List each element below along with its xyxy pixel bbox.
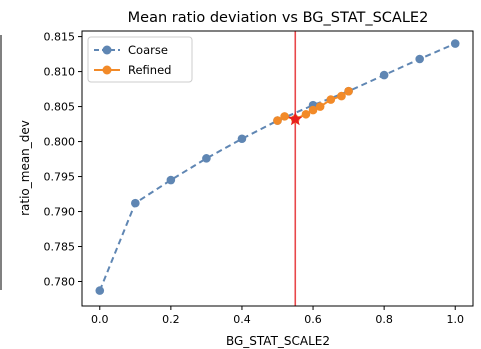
data-point-coarse xyxy=(166,175,176,185)
legend-refined-marker xyxy=(102,65,112,75)
y-tick-label: 0.800 xyxy=(44,136,76,149)
data-point-coarse xyxy=(415,54,424,64)
legend: Coarse Refined xyxy=(87,36,193,83)
data-point-refined xyxy=(326,95,336,104)
best-point-star xyxy=(288,111,303,126)
data-point-refined xyxy=(301,109,311,119)
x-tick-label: 0.6 xyxy=(304,313,322,326)
y-tick-label: 0.795 xyxy=(44,171,76,184)
y-axis-ticks: 0.780 0.785 0.790 0.795 0.800 0.805 0.810 0.815 xyxy=(44,31,82,289)
legend-label-coarse: Coarse xyxy=(128,43,168,57)
x-tick-label: 0.2 xyxy=(162,313,180,326)
y-tick-label: 0.810 xyxy=(44,66,76,79)
legend-label-refined: Refined xyxy=(128,63,171,77)
data-point-refined xyxy=(308,105,318,115)
y-tick-label: 0.805 xyxy=(44,101,76,114)
data-point-coarse xyxy=(450,39,460,48)
data-point-coarse xyxy=(237,134,247,144)
x-axis-ticks: 0.0 0.2 0.4 0.6 0.8 1.0 xyxy=(91,306,464,326)
data-point-refined xyxy=(337,91,346,101)
y-tick-label: 0.790 xyxy=(44,206,76,219)
plot-area xyxy=(95,31,460,306)
plot-frame xyxy=(81,30,474,307)
y-axis-label: ratio_mean_dev xyxy=(18,120,32,216)
x-tick-label: 0.8 xyxy=(375,313,393,326)
x-axis-label: BG_STAT_SCALE2 xyxy=(226,334,330,348)
data-point-refined xyxy=(344,86,353,96)
data-point-coarse xyxy=(379,70,389,80)
legend-coarse-marker xyxy=(102,45,112,55)
data-point-refined xyxy=(280,112,289,121)
series-line-coarse xyxy=(98,42,456,291)
chart-title: Mean ratio deviation vs BG_STAT_SCALE2 xyxy=(128,10,429,26)
x-tick-label: 0.0 xyxy=(91,313,109,326)
data-point-refined xyxy=(273,116,282,125)
data-point-coarse xyxy=(131,198,140,208)
y-tick-label: 0.815 xyxy=(44,31,76,44)
y-tick-label: 0.785 xyxy=(44,241,76,254)
x-tick-label: 0.4 xyxy=(233,313,251,326)
data-point-refined xyxy=(315,102,325,111)
y-tick-label: 0.780 xyxy=(44,276,76,289)
x-tick-label: 1.0 xyxy=(446,313,464,326)
data-point-coarse xyxy=(95,286,105,295)
data-point-coarse xyxy=(202,154,211,163)
